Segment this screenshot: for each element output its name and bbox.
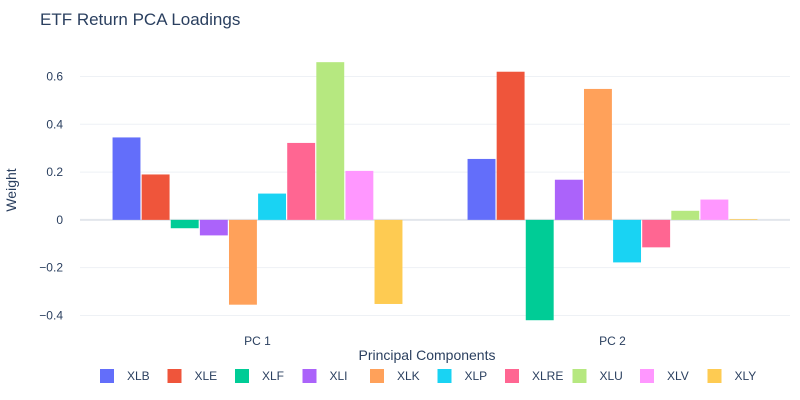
bar-xlk-pc1[interactable] bbox=[228, 219, 257, 305]
bar-xlv-pc2[interactable] bbox=[700, 199, 729, 220]
legend-swatch bbox=[235, 369, 249, 383]
bar-xly-pc1[interactable] bbox=[374, 219, 403, 304]
bar-xli-pc1[interactable] bbox=[199, 219, 228, 236]
bar-xlv-pc1[interactable] bbox=[345, 170, 374, 220]
legend-swatch bbox=[640, 369, 654, 383]
legend-item-xle[interactable]: XLE bbox=[167, 369, 218, 383]
grid bbox=[80, 76, 790, 316]
x-tick-label: PC 1 bbox=[244, 334, 271, 348]
bar-xlu-pc2[interactable] bbox=[671, 210, 700, 220]
y-tick-label: −0.4 bbox=[39, 308, 63, 322]
bar-xli-pc2[interactable] bbox=[554, 179, 583, 220]
legend-item-xlk[interactable]: XLK bbox=[370, 369, 420, 383]
legend-label: XLP bbox=[465, 369, 488, 383]
legend-swatch bbox=[437, 369, 452, 383]
legend-label: XLK bbox=[397, 369, 420, 383]
bar-xle-pc1[interactable] bbox=[141, 174, 170, 220]
y-axis-title: Weight bbox=[3, 168, 19, 211]
legend-item-xlu[interactable]: XLU bbox=[572, 369, 623, 383]
legend-label: XLRE bbox=[532, 369, 563, 383]
legend-label: XLE bbox=[195, 369, 218, 383]
legend-swatch bbox=[572, 369, 587, 383]
y-tick-label: 0.4 bbox=[46, 117, 63, 131]
bar-xlb-pc2[interactable] bbox=[467, 158, 496, 220]
bar-xlf-pc1[interactable] bbox=[170, 219, 199, 229]
x-axis-title: Principal Components bbox=[359, 347, 496, 363]
legend-swatch bbox=[100, 369, 114, 383]
y-axis-ticks: −0.4 −0.2 0 0.2 0.4 0.6 bbox=[39, 70, 63, 323]
legend-item-xli[interactable]: XLI bbox=[302, 369, 348, 383]
bar-xlu-pc1[interactable] bbox=[316, 62, 345, 220]
bar-xlp-pc1[interactable] bbox=[258, 193, 287, 220]
y-tick-label: 0.6 bbox=[46, 70, 63, 84]
bar-xle-pc2[interactable] bbox=[496, 71, 525, 220]
legend[interactable]: XLB XLE XLF XLI XLK XLP XLRE XLU XLV XLY bbox=[100, 369, 756, 383]
legend-item-xlp[interactable]: XLP bbox=[437, 369, 488, 383]
legend-swatch bbox=[370, 369, 384, 383]
legend-item-xlf[interactable]: XLF bbox=[235, 369, 284, 383]
legend-label: XLF bbox=[262, 369, 284, 383]
legend-item-xly[interactable]: XLY bbox=[707, 369, 757, 383]
chart-title: ETF Return PCA Loadings bbox=[40, 10, 240, 29]
legend-item-xlv[interactable]: XLV bbox=[640, 369, 689, 383]
x-tick-label: PC 2 bbox=[599, 334, 626, 348]
x-axis-ticks: PC 1 PC 2 bbox=[244, 334, 626, 348]
bar-xlk-pc2[interactable] bbox=[583, 88, 612, 220]
legend-label: XLI bbox=[330, 369, 348, 383]
bar-xlp-pc2[interactable] bbox=[613, 219, 642, 263]
bar-xly-pc2[interactable] bbox=[729, 219, 758, 220]
legend-label: XLY bbox=[735, 369, 757, 383]
bar-xlre-pc2[interactable] bbox=[642, 219, 671, 248]
legend-swatch bbox=[302, 369, 317, 383]
y-tick-label: −0.2 bbox=[39, 261, 63, 275]
bar-xlf-pc2[interactable] bbox=[525, 219, 554, 321]
y-tick-label: 0.2 bbox=[46, 165, 63, 179]
bar-xlre-pc1[interactable] bbox=[287, 142, 316, 220]
y-tick-label: 0 bbox=[56, 213, 63, 227]
legend-swatch bbox=[707, 369, 722, 383]
legend-label: XLU bbox=[600, 369, 623, 383]
legend-label: XLV bbox=[667, 369, 689, 383]
legend-swatch bbox=[505, 369, 519, 383]
legend-swatch bbox=[167, 369, 182, 383]
legend-label: XLB bbox=[127, 369, 150, 383]
bar-xlb-pc1[interactable] bbox=[112, 137, 141, 220]
legend-item-xlb[interactable]: XLB bbox=[100, 369, 150, 383]
legend-item-xlre[interactable]: XLRE bbox=[505, 369, 563, 383]
bars bbox=[112, 62, 758, 321]
